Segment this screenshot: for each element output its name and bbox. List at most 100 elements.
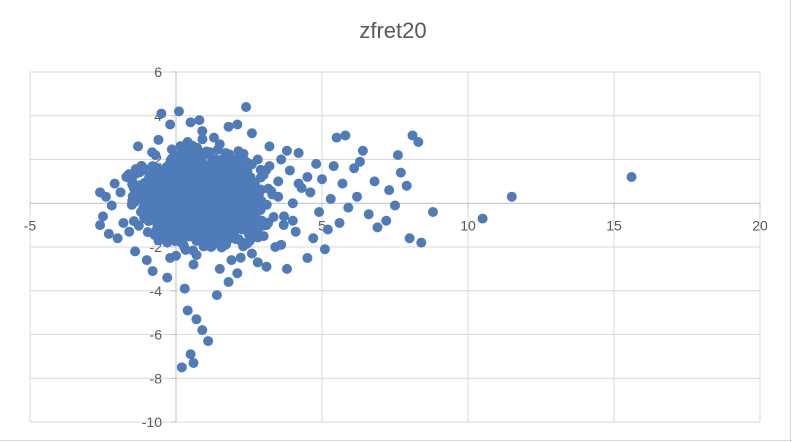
data-point [281, 145, 292, 156]
data-point [337, 178, 348, 189]
data-point [255, 204, 266, 215]
data-point [191, 314, 202, 325]
data-point [343, 202, 354, 213]
data-point [407, 130, 418, 141]
data-point [152, 224, 163, 235]
y-tick-label: 6 [154, 64, 162, 80]
data-point [185, 117, 196, 128]
data-point [390, 200, 400, 211]
data-point [217, 163, 228, 174]
data-point [171, 182, 181, 193]
data-point [128, 216, 139, 227]
data-point [287, 215, 298, 226]
data-point [404, 233, 415, 244]
data-point [162, 272, 173, 283]
data-point [176, 165, 187, 176]
data-point [179, 241, 190, 252]
data-point [427, 207, 438, 217]
data-point [392, 150, 403, 161]
data-point [203, 336, 214, 347]
data-point [357, 145, 368, 156]
data-point [238, 196, 249, 207]
data-point [244, 228, 254, 239]
x-tick-label: 20 [752, 217, 768, 233]
data-point [200, 209, 211, 220]
data-point [182, 305, 193, 316]
y-tick-label: 2 [154, 152, 162, 168]
x-tick-label: 5 [318, 217, 326, 233]
data-point [232, 268, 243, 279]
data-point [191, 176, 202, 187]
data-point [401, 180, 412, 191]
data-point [208, 224, 219, 235]
gridlines [29, 71, 761, 423]
data-point [147, 266, 158, 277]
data-point [477, 213, 488, 224]
data-point [166, 144, 177, 155]
data-point [293, 147, 304, 158]
data-points [95, 102, 637, 373]
data-point [258, 231, 269, 242]
data-point [302, 252, 313, 263]
data-point [352, 191, 363, 202]
data-point [156, 108, 167, 119]
data-point [293, 178, 304, 189]
data-point [150, 150, 161, 161]
data-point [311, 158, 322, 169]
data-point [127, 196, 138, 207]
data-point [325, 193, 336, 204]
data-point [106, 200, 117, 211]
data-point [233, 234, 244, 245]
data-point [188, 357, 199, 368]
data-point [211, 202, 222, 213]
data-point [211, 290, 222, 301]
data-point [220, 147, 231, 158]
chart-title: zfret20 [359, 18, 426, 43]
data-point [220, 239, 231, 250]
data-point [369, 176, 380, 187]
data-point [416, 237, 427, 248]
data-point [124, 226, 135, 237]
data-point [159, 191, 170, 202]
data-point [305, 187, 316, 198]
data-point [317, 174, 327, 185]
data-point [147, 161, 158, 172]
data-point [184, 201, 195, 212]
data-point [174, 218, 185, 229]
data-point [153, 134, 164, 145]
data-point [203, 231, 214, 242]
data-point [246, 248, 257, 259]
data-point [138, 163, 149, 174]
data-point [281, 263, 292, 274]
data-point [141, 255, 152, 266]
data-point [162, 237, 173, 248]
x-tick-label: -5 [24, 217, 37, 233]
data-point [381, 215, 392, 226]
data-point [98, 211, 108, 222]
data-point [226, 232, 237, 243]
data-point [241, 102, 252, 112]
data-point [194, 115, 205, 126]
data-point [206, 215, 217, 226]
data-point [246, 128, 257, 139]
data-point [214, 139, 225, 150]
data-point [194, 187, 205, 198]
data-point [95, 187, 106, 198]
data-point [229, 167, 240, 178]
data-point [194, 228, 205, 239]
x-tick-label: 15 [606, 217, 622, 233]
data-point [167, 205, 178, 216]
data-point [197, 325, 208, 336]
data-point [264, 141, 275, 152]
data-point [135, 207, 146, 217]
data-point [214, 263, 225, 274]
data-point [322, 224, 333, 235]
data-point [156, 209, 167, 220]
data-point [223, 277, 234, 287]
data-point [626, 172, 637, 182]
data-point [273, 191, 284, 202]
data-point [413, 137, 424, 147]
data-point [308, 233, 319, 244]
data-point [258, 169, 269, 180]
